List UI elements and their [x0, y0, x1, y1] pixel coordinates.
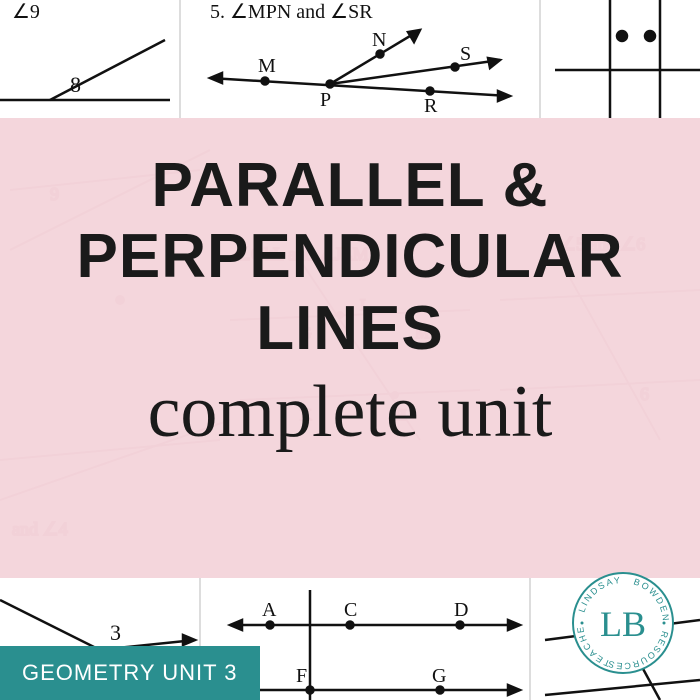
pt-M: M [258, 55, 276, 77]
pt-N: N [372, 29, 386, 51]
unit-badge: GEOMETRY UNIT 3 [0, 646, 260, 700]
pt-D: D [454, 599, 468, 621]
unit-badge-text: GEOMETRY UNIT 3 [22, 660, 238, 685]
angle-3-label: 3 [110, 620, 121, 645]
pt-P: P [320, 89, 331, 111]
title-line-3: LINES [0, 293, 700, 364]
pt-C: C [344, 599, 357, 621]
title-block: PARALLEL & PERPENDICULAR LINES complete … [0, 150, 700, 455]
subtitle: complete unit [0, 370, 700, 455]
logo-initials: LB [600, 604, 646, 644]
center-diagram [210, 30, 510, 101]
title-line-2: PERPENDICULAR [0, 221, 700, 292]
right-parallel-fragment [555, 0, 700, 118]
angle-left [0, 40, 170, 100]
pt-A: A [262, 599, 277, 621]
problem-5-text: 5. ∠MPN and ∠SR [210, 1, 373, 23]
logo-badge: LINDSAY BOWDEN RESOURCES TEACHER LB [568, 568, 678, 678]
pt-F: F [296, 665, 307, 687]
pt-G: G [432, 665, 446, 687]
worksheet-top-strip: ∠9 8 5. ∠MPN and ∠SR [0, 0, 700, 118]
fragment-text: ∠9 [12, 1, 40, 23]
angle-8-label: 8 [70, 72, 81, 97]
pt-S: S [460, 43, 471, 65]
title-line-1: PARALLEL & [0, 150, 700, 221]
pt-R: R [424, 95, 438, 117]
product-cover: ∠9 8 5. ∠MPN and ∠SR [0, 0, 700, 700]
